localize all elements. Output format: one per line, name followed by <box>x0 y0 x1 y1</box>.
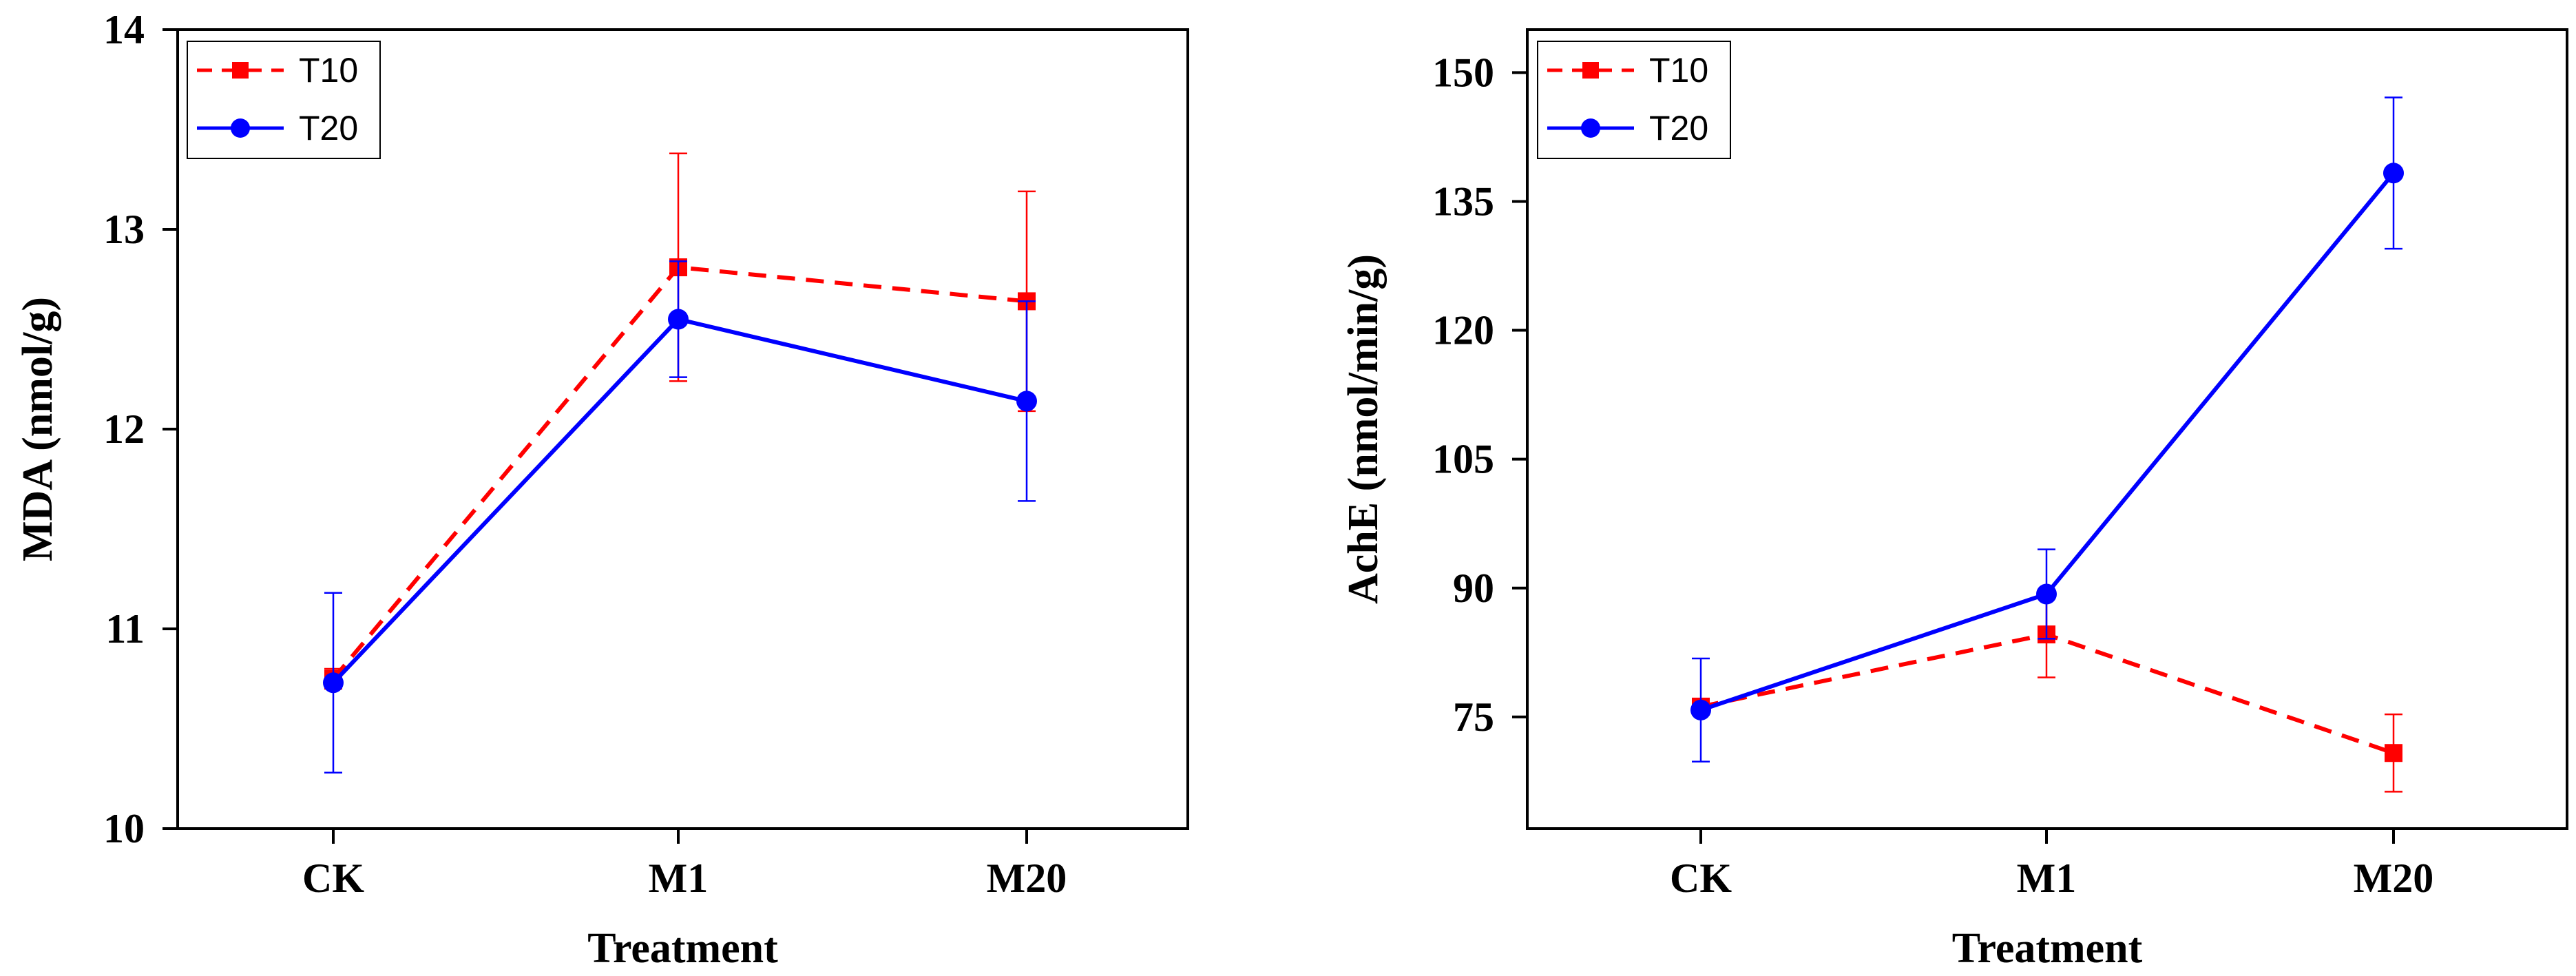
data-point-t20 <box>668 309 689 330</box>
chart-ache: 75 90 105 120 135 150 CK M1 M20 Treatment AchE (nm… <box>1340 28 2568 972</box>
y-tick-label: 120 <box>1432 308 1494 353</box>
data-point-t20 <box>1016 391 1037 412</box>
y-tick-label: 75 <box>1453 694 1494 740</box>
y-tick-label: 90 <box>1453 565 1494 611</box>
x-tick-label: M20 <box>987 855 1067 901</box>
data-point-t20 <box>2383 163 2404 184</box>
data-point-t20 <box>2036 583 2057 605</box>
legend-box <box>1537 41 1731 159</box>
legend-label-t20: T20 <box>299 109 358 147</box>
y-tick-label: 12 <box>103 406 145 452</box>
x-axis-title: Treatment <box>587 925 778 972</box>
legend-label-t10: T10 <box>299 51 358 90</box>
y-tick-label: 150 <box>1432 50 1494 95</box>
legend-marker-t20 <box>231 118 250 138</box>
y-tick-label: 14 <box>103 7 145 52</box>
legend-marker-t20 <box>1581 118 1600 138</box>
data-point-t20 <box>323 672 344 694</box>
legend-label-t10: T10 <box>1649 51 1708 90</box>
y-tick-label: 10 <box>103 806 145 851</box>
series-line-t20 <box>331 317 1027 685</box>
x-tick-label: CK <box>1670 855 1732 901</box>
y-axis-title: MDA (nmol/g) <box>14 297 61 561</box>
data-point-t20 <box>1690 699 1711 720</box>
y-tick-label: 13 <box>103 207 145 252</box>
y-tick-label: 105 <box>1432 437 1494 482</box>
chart-mda: 10 11 12 13 14 CK M1 M20 Treatment MDA (nmol/g) T1… <box>14 7 1189 972</box>
legend-label-t20: T20 <box>1649 109 1708 147</box>
legend-marker-t10 <box>1582 62 1599 79</box>
y-tick-label: 135 <box>1432 178 1494 224</box>
x-tick-label: CK <box>302 855 364 901</box>
data-point-t10 <box>2385 744 2402 762</box>
x-tick-label: M1 <box>649 855 709 901</box>
legend-box <box>187 41 381 159</box>
x-tick-label: M1 <box>2017 855 2077 901</box>
legend-marker-t10 <box>232 62 249 79</box>
y-tick-label: 11 <box>105 606 145 652</box>
x-axis-title: Treatment <box>1952 925 2143 972</box>
x-tick-label: M20 <box>2354 855 2434 901</box>
y-axis-title: AchE (nmol/min/g) <box>1340 254 1387 604</box>
